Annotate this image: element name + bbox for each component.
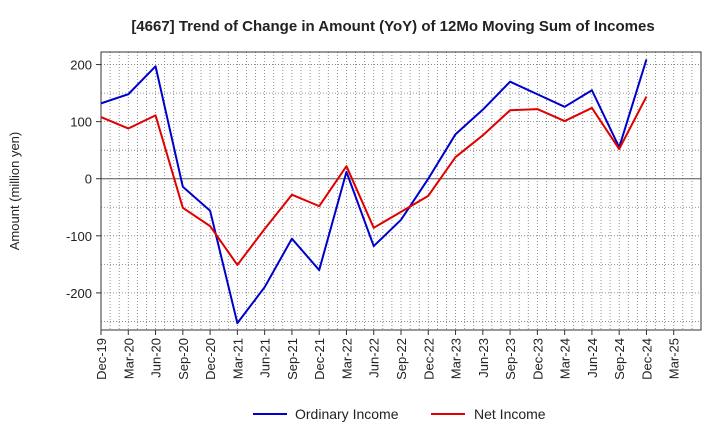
y-tick-label: -200: [66, 286, 92, 301]
x-tick-label: Dec-22: [421, 338, 436, 380]
x-tick-label: Jun-23: [476, 338, 491, 378]
x-tick-label: Dec-23: [530, 338, 545, 380]
y-tick-label: -100: [66, 229, 92, 244]
y-tick-label: 200: [70, 58, 92, 73]
x-tick-label: Mar-20: [121, 338, 136, 379]
x-tick-label: Sep-23: [503, 338, 518, 380]
x-tick-label: Sep-22: [394, 338, 409, 380]
series-line-net-income: [100, 96, 648, 266]
x-tick-label: Sep-21: [285, 338, 300, 380]
legend-label: Net Income: [474, 406, 546, 422]
x-tick-label: Jun-22: [367, 338, 382, 378]
chart-title: [4667] Trend of Change in Amount (YoY) o…: [131, 18, 654, 35]
x-tick-label: Sep-24: [612, 338, 627, 380]
x-tick-label: Sep-20: [176, 338, 191, 380]
series-line-ordinary-income: [100, 59, 648, 325]
axes: 200 100 0 -100 -200 Dec-19 Mar-20 Jun-20 Sep-20 D…: [66, 51, 702, 380]
y-axis-label: Amount (million yen): [7, 132, 22, 251]
x-tick-label: Dec-20: [203, 338, 218, 380]
y-tick-label: 100: [70, 115, 92, 130]
legend: Ordinary Income Net Income: [253, 406, 546, 422]
x-tick-label: Jun-21: [258, 338, 273, 378]
x-tick-label: Dec-19: [94, 338, 109, 380]
x-tick-label: Dec-24: [639, 338, 654, 380]
x-tick-label: Jun-20: [149, 338, 164, 378]
x-tick-label: Mar-23: [449, 338, 464, 379]
x-tick-label: Mar-25: [667, 338, 682, 379]
legend-label: Ordinary Income: [295, 406, 399, 422]
y-tick-label: 0: [85, 172, 92, 187]
x-tick-label: Mar-22: [339, 338, 354, 379]
x-tick-label: Dec-21: [312, 338, 327, 380]
x-tick-label: Jun-24: [585, 338, 600, 378]
x-tick-label: Mar-24: [558, 338, 573, 379]
grid-lines: [101, 52, 701, 330]
series-lines: [100, 59, 648, 325]
x-tick-label: Mar-21: [230, 338, 245, 379]
